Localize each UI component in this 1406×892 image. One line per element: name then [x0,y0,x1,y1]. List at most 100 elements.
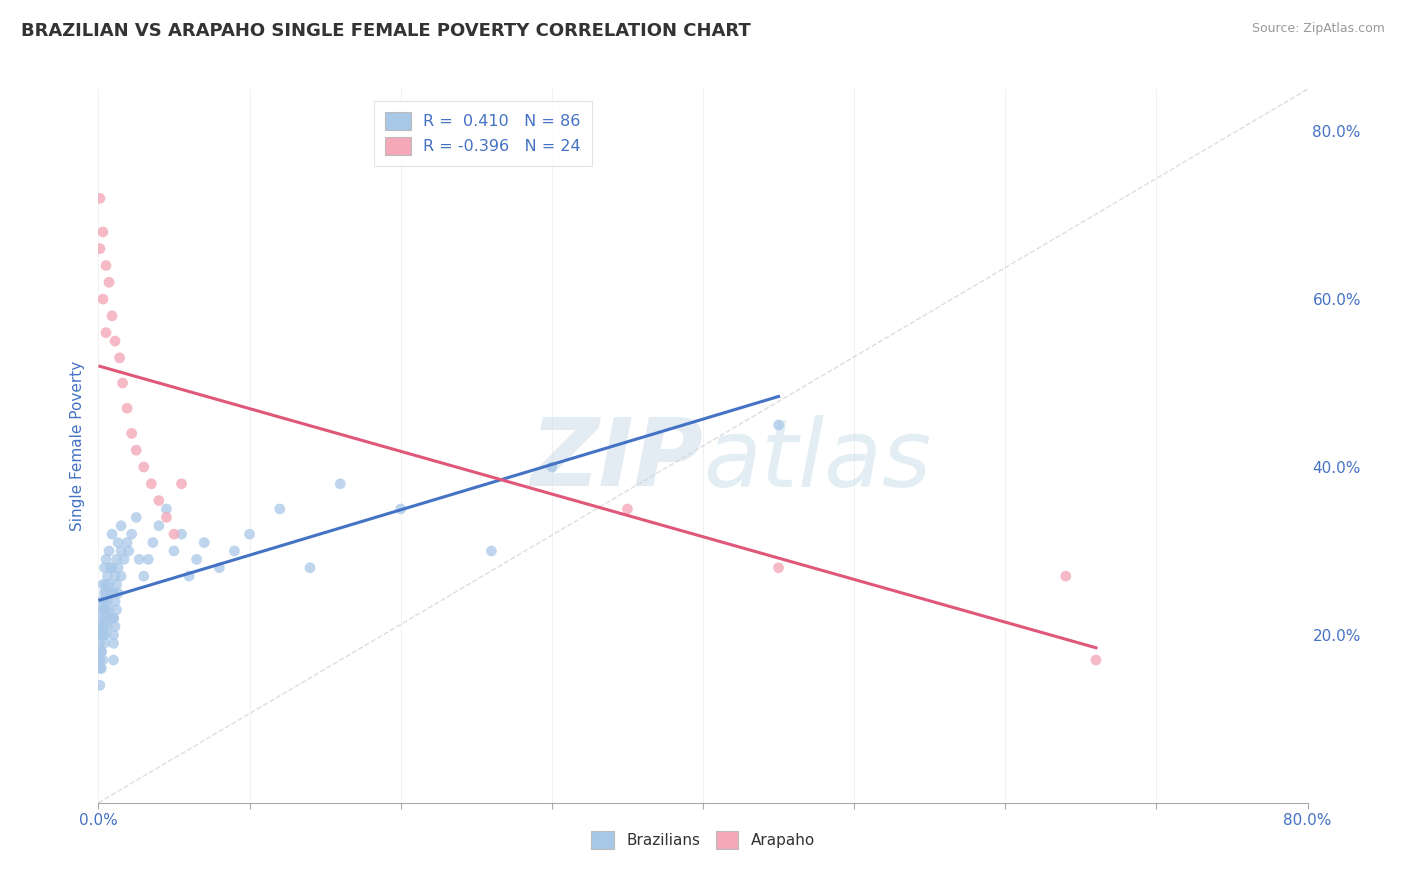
Point [89,661,111,675]
Text: ZIP: ZIP [530,414,703,507]
Point [115,401,138,416]
Point [110,544,132,558]
Point [136,552,159,566]
Point [100,586,122,600]
Point [89,242,111,256]
Point [111,376,134,390]
Point [148,493,170,508]
Point [89,611,111,625]
Point [1085,653,1108,667]
Point [90,645,112,659]
Point [132,569,155,583]
Point [93,619,115,633]
Point [90,619,112,633]
Point [103,653,125,667]
Point [239,527,262,541]
Point [1054,569,1077,583]
Point [103,586,125,600]
Point [104,569,127,583]
Point [89,628,111,642]
Point [179,569,201,583]
Point [128,552,150,566]
Point [91,603,114,617]
Point [91,603,114,617]
Point [98,544,121,558]
Point [90,619,112,633]
Point [269,502,291,516]
Point [94,552,117,566]
Point [616,502,638,516]
Point [105,552,128,566]
Point [141,476,163,491]
Point [110,518,132,533]
Point [90,661,112,675]
Point [155,510,177,524]
Point [93,586,115,600]
Point [105,577,128,591]
Point [148,518,170,533]
Point [94,259,117,273]
Point [98,603,121,617]
Point [132,460,155,475]
Text: BRAZILIAN VS ARAPAHO SINGLE FEMALE POVERTY CORRELATION CHART: BRAZILIAN VS ARAPAHO SINGLE FEMALE POVER… [21,22,751,40]
Point [170,476,193,491]
Point [540,460,562,475]
Point [125,510,148,524]
Point [100,560,122,574]
Point [142,535,165,549]
Point [91,628,114,642]
Point [94,611,117,625]
Point [101,560,124,574]
Point [94,628,117,642]
Point [98,577,121,591]
Point [93,611,115,625]
Point [91,292,114,306]
Point [107,560,129,574]
Text: atlas: atlas [703,415,931,506]
Point [107,586,129,600]
Point [121,527,143,541]
Point [768,417,790,432]
Point [121,426,143,441]
Point [125,443,148,458]
Point [91,628,114,642]
Point [89,636,111,650]
Legend: Brazilians, Arapaho: Brazilians, Arapaho [581,821,825,859]
Point [94,577,117,591]
Point [98,275,121,289]
Point [91,577,114,591]
Point [170,527,193,541]
Y-axis label: Single Female Poverty: Single Female Poverty [69,361,84,531]
Point [107,535,129,549]
Point [108,351,131,365]
Point [93,560,115,574]
Point [103,611,125,625]
Point [103,628,125,642]
Point [105,603,128,617]
Point [186,552,208,566]
Point [101,586,124,600]
Point [89,678,111,692]
Point [91,653,114,667]
Point [118,544,141,558]
Point [104,334,127,348]
Point [103,611,125,625]
Point [163,527,186,541]
Point [90,594,112,608]
Point [104,594,127,608]
Point [110,569,132,583]
Point [101,527,124,541]
Point [93,636,115,650]
Point [163,544,186,558]
Point [101,309,124,323]
Point [768,560,790,574]
Point [96,594,118,608]
Point [155,502,177,516]
Point [103,636,125,650]
Text: Source: ZipAtlas.com: Source: ZipAtlas.com [1251,22,1385,36]
Point [94,326,117,340]
Point [208,560,231,574]
Point [112,552,135,566]
Point [481,544,503,558]
Point [94,586,117,600]
